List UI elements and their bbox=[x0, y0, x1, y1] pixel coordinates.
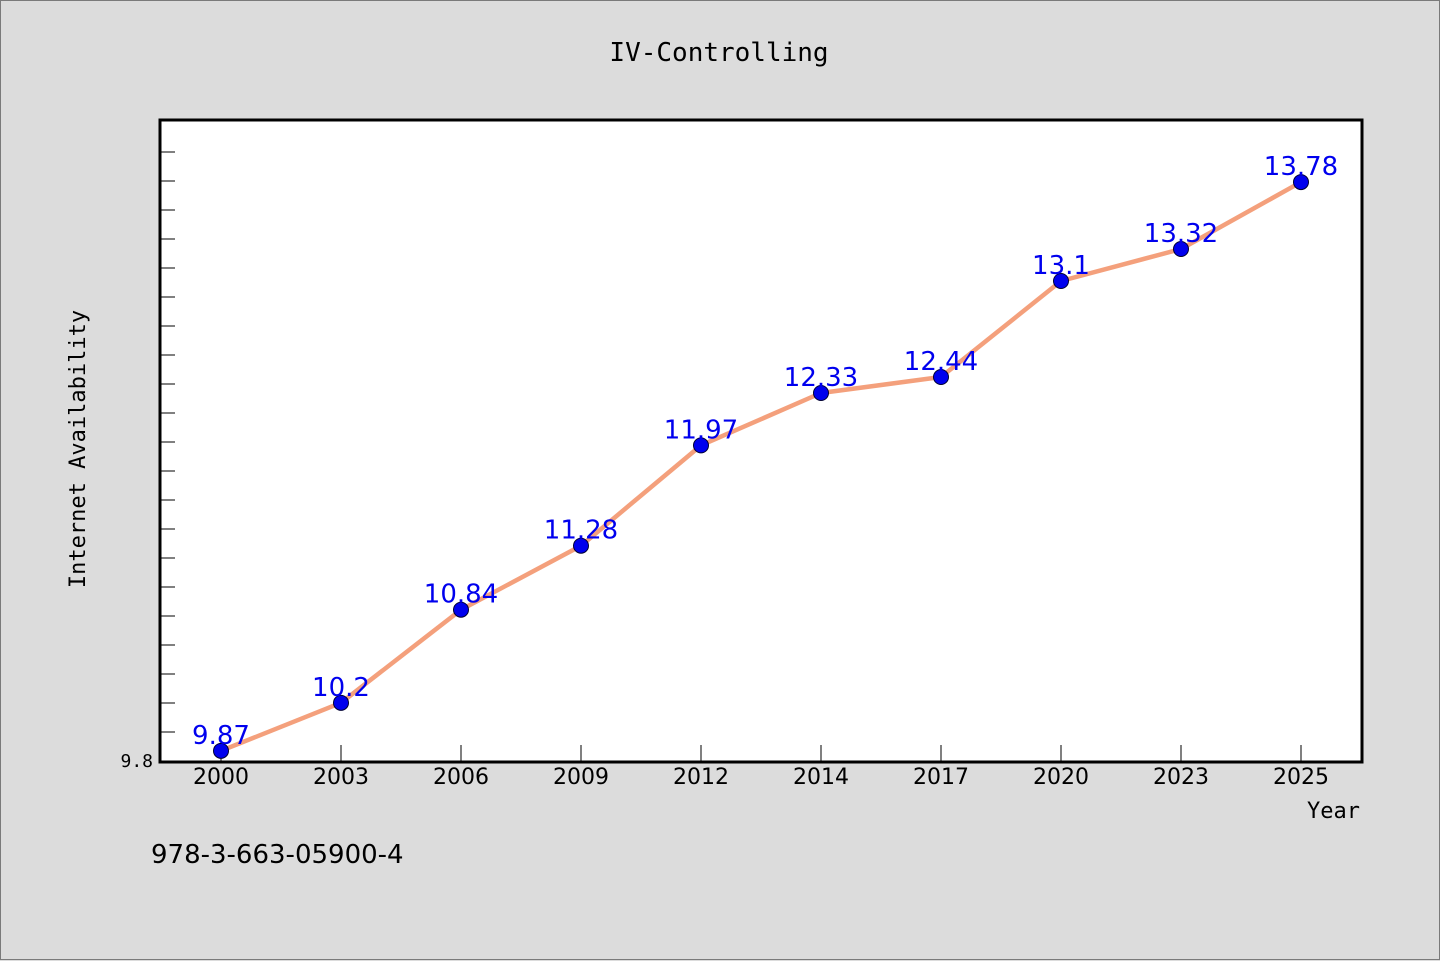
data-point bbox=[453, 601, 469, 618]
x-tick-label: 2014 bbox=[793, 765, 849, 790]
y-axis-label: Internet Availability bbox=[66, 310, 91, 588]
chart-title: IV-Controlling bbox=[609, 38, 828, 68]
x-tick-label: 2020 bbox=[1033, 765, 1089, 790]
x-tick-label: 2012 bbox=[673, 765, 729, 790]
data-point bbox=[693, 437, 709, 454]
series-line bbox=[220, 180, 1303, 753]
x-tick-label: 2017 bbox=[913, 765, 969, 790]
data-point bbox=[213, 742, 229, 759]
x-tick-label: 2000 bbox=[193, 765, 249, 790]
y-axis-ticks bbox=[161, 151, 175, 733]
data-label: 13.1 bbox=[1032, 251, 1090, 281]
data-label: 11.28 bbox=[544, 516, 618, 546]
data-label: 11.97 bbox=[664, 415, 738, 445]
x-axis-label: Year bbox=[1307, 799, 1360, 824]
data-label: 13.78 bbox=[1264, 152, 1338, 182]
data-label: 10.84 bbox=[424, 580, 498, 610]
x-tick-label: 2006 bbox=[433, 765, 489, 790]
data-point bbox=[1053, 273, 1069, 289]
data-point bbox=[1293, 174, 1309, 191]
data-point bbox=[933, 369, 949, 385]
data-label: 9.87 bbox=[192, 721, 250, 751]
series-internet-availability: 9.87 10.2 10.84 11.28 11.97 12.33 12.44 13.1 13.… bbox=[192, 152, 1338, 759]
data-point bbox=[1173, 241, 1189, 257]
isbn-annotation: 978-3-663-05900-4 bbox=[151, 840, 404, 870]
data-point bbox=[333, 694, 349, 711]
x-tick-label: 2003 bbox=[313, 765, 369, 790]
x-axis-ticks: 2000 2003 2006 2009 2012 2014 2017 2020 2023 2025 bbox=[193, 745, 1329, 790]
data-label: 12.33 bbox=[784, 363, 858, 393]
data-point bbox=[813, 385, 829, 401]
y-axis-tick-labels: 9.8 bbox=[120, 751, 153, 772]
data-point bbox=[573, 537, 589, 554]
data-label: 13.32 bbox=[1144, 219, 1218, 249]
plot-area bbox=[158, 118, 1364, 764]
x-tick-label: 2025 bbox=[1273, 765, 1329, 790]
x-tick-label: 2023 bbox=[1153, 765, 1209, 790]
data-label: 12.44 bbox=[904, 347, 978, 377]
data-label: 10.2 bbox=[312, 673, 370, 703]
x-tick-label: 2009 bbox=[553, 765, 609, 790]
y-tick-label: 9.8 bbox=[120, 751, 153, 772]
